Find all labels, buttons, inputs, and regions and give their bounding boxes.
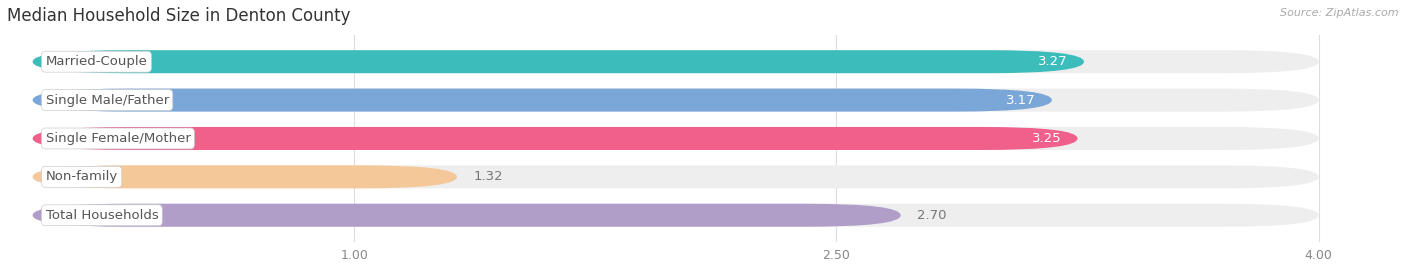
Text: Non-family: Non-family	[45, 170, 118, 183]
FancyBboxPatch shape	[32, 165, 1319, 188]
FancyBboxPatch shape	[32, 50, 1084, 73]
FancyBboxPatch shape	[32, 50, 1319, 73]
FancyBboxPatch shape	[32, 127, 1319, 150]
Text: Married-Couple: Married-Couple	[45, 55, 148, 68]
Text: 3.25: 3.25	[1032, 132, 1062, 145]
FancyBboxPatch shape	[32, 165, 457, 188]
Text: Single Female/Mother: Single Female/Mother	[45, 132, 190, 145]
FancyBboxPatch shape	[32, 127, 1077, 150]
Text: 3.27: 3.27	[1038, 55, 1069, 68]
Text: 2.70: 2.70	[917, 209, 946, 222]
FancyBboxPatch shape	[32, 89, 1052, 112]
FancyBboxPatch shape	[32, 204, 1319, 227]
Text: 1.32: 1.32	[474, 170, 503, 183]
Text: Single Male/Father: Single Male/Father	[45, 94, 169, 107]
Text: Total Households: Total Households	[45, 209, 159, 222]
Text: Median Household Size in Denton County: Median Household Size in Denton County	[7, 7, 350, 25]
Text: Source: ZipAtlas.com: Source: ZipAtlas.com	[1281, 8, 1399, 18]
FancyBboxPatch shape	[32, 204, 901, 227]
Text: 3.17: 3.17	[1007, 94, 1036, 107]
FancyBboxPatch shape	[32, 89, 1319, 112]
